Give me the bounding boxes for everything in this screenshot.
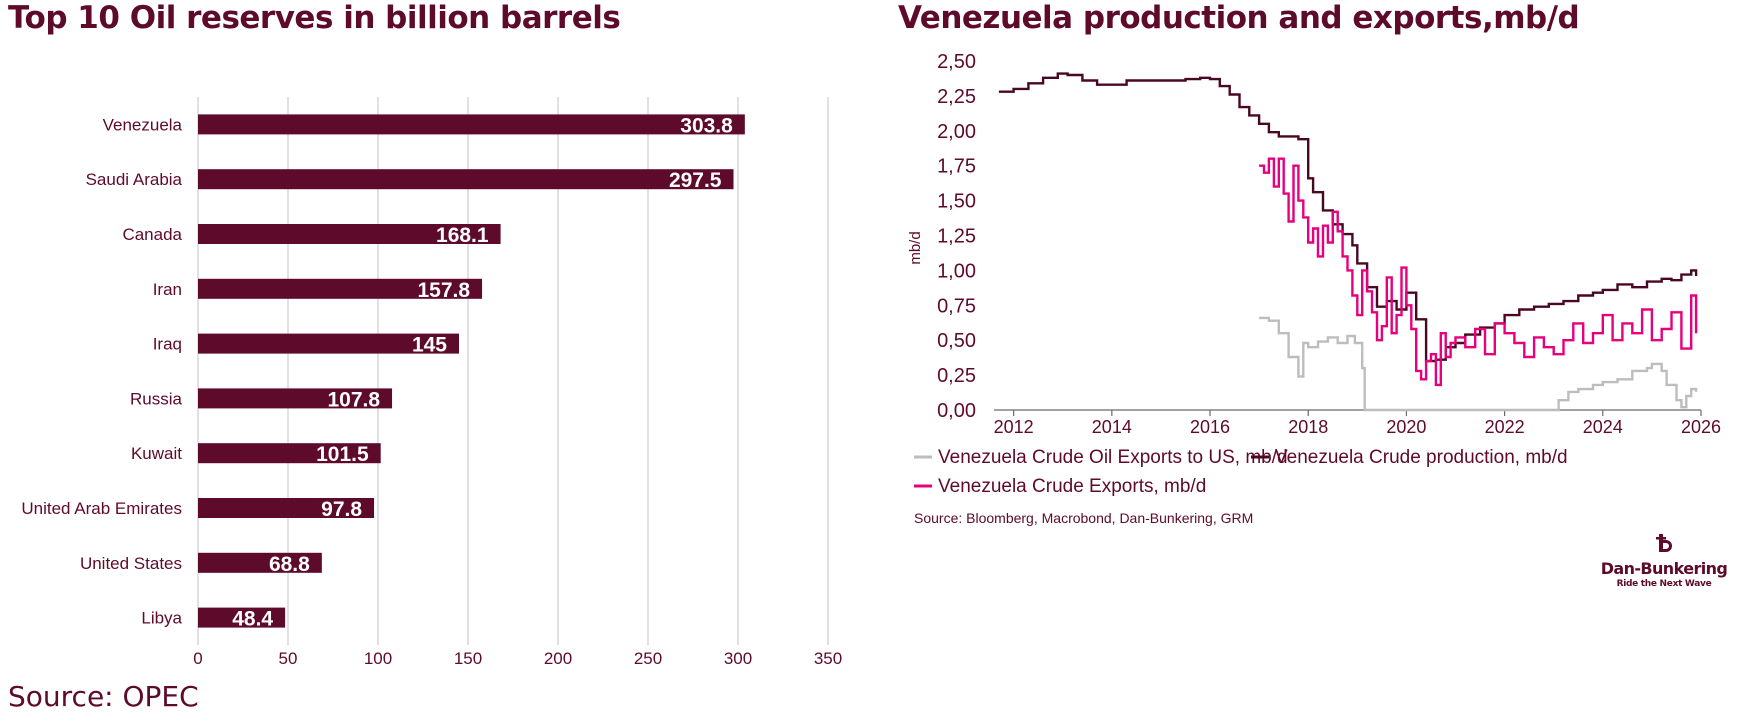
bar-value-label: 101.5 [316, 443, 369, 466]
right-chart-title: Venezuela production and exports,mb/d [898, 0, 1580, 36]
category-label: United Arab Emirates [21, 499, 182, 518]
category-label: Russia [130, 389, 183, 408]
bar-russia [198, 388, 393, 409]
logo-name: Dan-Bunkering [1600, 559, 1728, 578]
bar-value-label: 97.8 [321, 498, 362, 521]
y-tick-label: 1,50 [937, 191, 976, 213]
y-tick-label: 2,50 [937, 51, 976, 73]
series-line-1 [1259, 316, 1698, 412]
bar-saudi-arabia [198, 169, 734, 190]
legend-label: Venezuela Crude production, mb/d [1275, 447, 1568, 468]
x-tick-label: 0 [193, 649, 202, 668]
y-tick-label: 2,00 [937, 121, 976, 143]
anchor-d-icon [1656, 534, 1672, 552]
x-tick-label: 100 [364, 649, 392, 668]
bar-libya [198, 607, 286, 628]
right-source-note: Source: Bloomberg, Macrobond, Dan-Bunker… [914, 510, 1253, 526]
y-tick-label: 0,50 [937, 330, 976, 352]
y-tick-label: 1,75 [937, 156, 976, 178]
y-tick-label: 1,25 [937, 226, 976, 248]
x-tick-label: 2014 [1092, 417, 1132, 437]
bar-value-label: 297.5 [669, 169, 722, 192]
x-tick-label: 2022 [1485, 417, 1525, 437]
x-tick-label: 250 [634, 649, 662, 668]
y-tick-label: 0,00 [937, 400, 976, 422]
legend-label: Venezuela Crude Oil Exports to US, mb/d [938, 447, 1288, 468]
bar-value-label: 145 [412, 334, 447, 357]
dan-bunkering-logo: Dan-Bunkering Ride the Next Wave [1594, 532, 1734, 589]
bar-value-label: 107.8 [327, 388, 380, 411]
series-line-3 [1259, 157, 1698, 387]
x-tick-label: 2026 [1681, 417, 1721, 437]
x-tick-label: 2024 [1583, 417, 1623, 437]
category-label: Kuwait [131, 444, 182, 463]
bar-kuwait [198, 443, 381, 464]
bar-united-states [198, 552, 322, 573]
x-tick-label: 2018 [1288, 417, 1328, 437]
category-label: Saudi Arabia [86, 170, 183, 189]
x-tick-label: 300 [724, 649, 752, 668]
category-label: Venezuela [103, 115, 183, 134]
x-tick-label: 2016 [1190, 417, 1230, 437]
category-label: Iran [153, 280, 182, 299]
bar-value-label: 48.4 [232, 608, 273, 631]
category-label: Libya [141, 609, 182, 628]
x-tick-label: 50 [279, 649, 298, 668]
left-source-note: Source: OPEC [8, 680, 199, 713]
y-tick-label: 1,00 [937, 260, 976, 282]
y-axis-label: mb/d [907, 231, 924, 264]
bar-value-label: 168.1 [436, 224, 489, 247]
legend-label: Venezuela Crude Exports, mb/d [938, 476, 1206, 497]
bar-iraq [198, 333, 459, 354]
y-tick-label: 0,75 [937, 295, 976, 317]
category-label: United States [80, 554, 182, 573]
bar-venezuela [198, 114, 745, 135]
x-tick-label: 2012 [994, 417, 1034, 437]
category-label: Iraq [153, 335, 182, 354]
bar-united-arab-emirates [198, 498, 375, 518]
bar-value-label: 157.8 [417, 279, 470, 302]
left-chart-title: Top 10 Oil reserves in billion barrels [8, 0, 621, 36]
x-tick-label: 150 [454, 649, 482, 668]
y-tick-label: 0,25 [937, 365, 976, 387]
series-line-2 [998, 72, 1698, 363]
x-tick-label: 350 [814, 649, 842, 668]
logo-tagline: Ride the Next Wave [1616, 579, 1712, 589]
x-tick-label: 200 [544, 649, 572, 668]
bar-value-label: 68.8 [269, 553, 310, 576]
y-tick-label: 2,25 [937, 86, 976, 108]
bar-canada [198, 224, 501, 244]
bar-iran [198, 278, 483, 299]
x-tick-label: 2020 [1386, 417, 1426, 437]
venezuela-line-chart: 0,00 0,25 0,50 0,75 1,00 1,25 1,50 1,75 2,00 2,25… [907, 51, 1721, 526]
bar-value-label: 303.8 [680, 114, 733, 137]
category-label: Canada [122, 225, 182, 244]
reserves-bar-chart: Venezuela 303.8 Saudi Arabia 297.5 Canada 168… [21, 97, 842, 668]
